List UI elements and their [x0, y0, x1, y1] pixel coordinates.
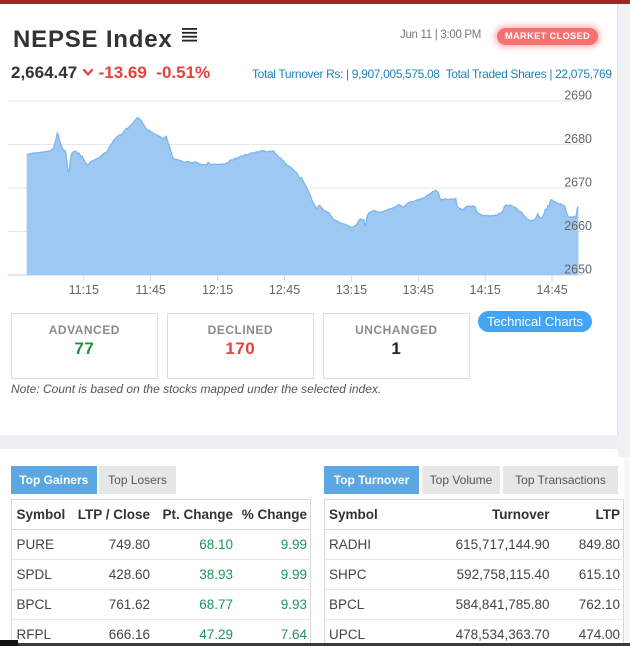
svg-text:12:45: 12:45: [269, 283, 300, 297]
svg-text:14:45: 14:45: [536, 283, 567, 297]
svg-text:2650: 2650: [564, 263, 592, 277]
svg-text:13:15: 13:15: [336, 283, 367, 297]
svg-text:13:45: 13:45: [403, 283, 434, 297]
svg-text:11:15: 11:15: [69, 283, 99, 297]
svg-text:2670: 2670: [564, 176, 592, 190]
svg-text:2690: 2690: [564, 89, 592, 103]
svg-text:14:15: 14:15: [470, 283, 501, 297]
svg-text:12:15: 12:15: [202, 283, 233, 297]
svg-text:11:45: 11:45: [136, 283, 166, 297]
svg-text:2680: 2680: [564, 132, 592, 146]
svg-text:2660: 2660: [564, 219, 592, 233]
